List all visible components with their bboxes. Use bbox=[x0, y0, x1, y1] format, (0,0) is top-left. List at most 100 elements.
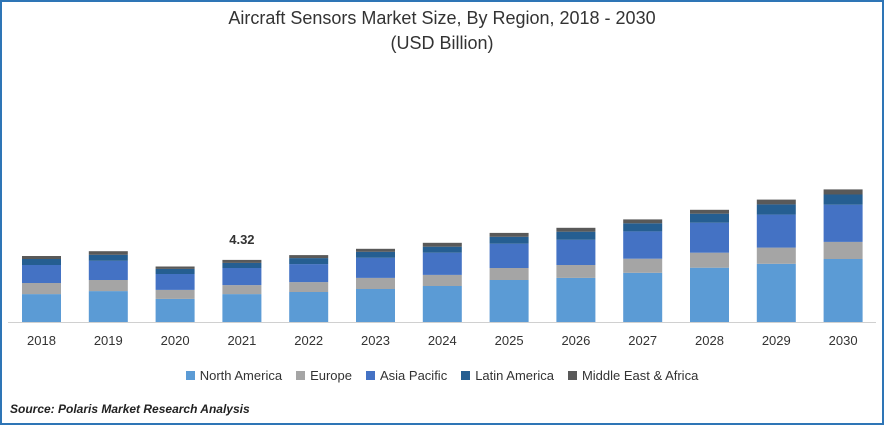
x-tick-label: 2028 bbox=[695, 333, 724, 348]
bar-segment-2029-europe bbox=[756, 247, 796, 264]
legend-item: Latin America bbox=[461, 368, 554, 383]
bar-segment-2029-latin-america bbox=[756, 204, 796, 215]
bar-segment-2021-middle-east-africa bbox=[222, 259, 262, 263]
bar-segment-2024-north-america bbox=[422, 286, 462, 322]
bar-segment-2019-europe bbox=[88, 280, 128, 292]
bar-segment-2024-middle-east-africa bbox=[422, 242, 462, 247]
bar-segment-2021-latin-america bbox=[222, 262, 262, 268]
bar-segment-2027-asia-pacific bbox=[623, 231, 663, 259]
bar-segment-2030-asia-pacific bbox=[823, 204, 863, 242]
bar-segment-2023-north-america bbox=[356, 289, 395, 322]
bar-segment-2027-latin-america bbox=[623, 223, 663, 232]
legend-item: Middle East & Africa bbox=[567, 368, 699, 383]
legend-swatch bbox=[296, 371, 306, 380]
legend-label: Latin America bbox=[475, 368, 554, 383]
bar-segment-2022-europe bbox=[289, 282, 329, 292]
bar-segment-2018-latin-america bbox=[22, 259, 61, 265]
bar-segment-2026-middle-east-africa bbox=[556, 227, 596, 232]
bar-segment-2018-north-america bbox=[22, 294, 61, 322]
legend: North America Europe Asia Pacific Latin Ame… bbox=[0, 368, 884, 383]
bar-segment-2029-asia-pacific bbox=[756, 214, 796, 248]
bar-segment-2020-north-america bbox=[155, 298, 195, 322]
bar-segment-2028-asia-pacific bbox=[690, 222, 729, 253]
x-tick-label: 2023 bbox=[361, 333, 390, 348]
bar-segment-2020-europe bbox=[155, 289, 195, 299]
legend-label: Middle East & Africa bbox=[581, 368, 699, 383]
data-label: 4.32 bbox=[229, 232, 254, 247]
bar-segment-2023-middle-east-africa bbox=[356, 248, 395, 252]
legend-swatch bbox=[567, 371, 577, 380]
legend-item: Europe bbox=[296, 368, 352, 383]
bar-segment-2022-north-america bbox=[289, 292, 329, 322]
x-tick-label: 2029 bbox=[762, 333, 791, 348]
bar-segment-2019-latin-america bbox=[88, 254, 128, 261]
legend-swatch bbox=[366, 371, 375, 380]
bar-segment-2023-latin-america bbox=[356, 251, 395, 258]
bar-segment-2027-middle-east-africa bbox=[623, 219, 663, 224]
bar-segment-2020-middle-east-africa bbox=[155, 266, 195, 269]
bar-segment-2019-north-america bbox=[88, 291, 128, 322]
bar-segment-2030-north-america bbox=[823, 259, 863, 322]
bar-segment-2028-latin-america bbox=[690, 213, 729, 223]
legend-item: Asia Pacific bbox=[366, 368, 447, 383]
bar-segment-2025-latin-america bbox=[489, 236, 529, 244]
chart-subtitle: (USD Billion) bbox=[390, 33, 494, 53]
bar-segment-2026-europe bbox=[556, 265, 596, 278]
x-tick-label: 2026 bbox=[561, 333, 590, 348]
bar-segment-2022-asia-pacific bbox=[289, 264, 329, 283]
bar-segment-2024-europe bbox=[422, 274, 462, 286]
bar-segment-2021-europe bbox=[222, 285, 262, 295]
bar-segment-2028-middle-east-africa bbox=[690, 209, 729, 214]
bar-segment-2025-europe bbox=[489, 268, 529, 280]
bar-segment-2020-latin-america bbox=[155, 268, 195, 274]
legend-label: Europe bbox=[310, 368, 352, 383]
x-tick-label: 2030 bbox=[829, 333, 858, 348]
legend-swatch bbox=[185, 371, 195, 380]
bar-segment-2024-asia-pacific bbox=[422, 252, 462, 275]
bar-segment-2027-north-america bbox=[623, 272, 663, 322]
chart-title: Aircraft Sensors Market Size, By Region,… bbox=[228, 8, 656, 28]
bar-segment-2022-latin-america bbox=[289, 258, 329, 265]
x-tick-label: 2025 bbox=[495, 333, 524, 348]
legend-label: Asia Pacific bbox=[380, 368, 448, 383]
bar-segment-2029-middle-east-africa bbox=[756, 199, 796, 205]
bar-segment-2028-north-america bbox=[690, 267, 729, 322]
bar-segment-2029-north-america bbox=[756, 263, 796, 322]
x-tick-label: 2024 bbox=[428, 333, 457, 348]
bar-segment-2025-middle-east-africa bbox=[489, 232, 529, 237]
bar-segment-2025-asia-pacific bbox=[489, 243, 529, 268]
legend-item: North America bbox=[185, 368, 283, 383]
bar-segment-2018-asia-pacific bbox=[22, 265, 61, 283]
x-tick-label: 2021 bbox=[227, 333, 256, 348]
bar-segment-2028-europe bbox=[690, 252, 729, 268]
bar-segment-2030-latin-america bbox=[823, 194, 863, 205]
bar-segment-2026-north-america bbox=[556, 277, 596, 322]
legend-label: North America bbox=[199, 368, 283, 383]
bar-segment-2023-europe bbox=[356, 277, 395, 289]
bar-segment-2019-middle-east-africa bbox=[88, 251, 128, 255]
x-tick-label: 2022 bbox=[294, 333, 323, 348]
bar-segment-2020-asia-pacific bbox=[155, 274, 195, 290]
bar-segment-2023-asia-pacific bbox=[356, 257, 395, 278]
bar-segment-2030-europe bbox=[823, 241, 863, 259]
bar-segment-2026-asia-pacific bbox=[556, 239, 596, 265]
bar-segment-2027-europe bbox=[623, 258, 663, 273]
bar-segment-2021-asia-pacific bbox=[222, 268, 262, 286]
bar-segment-2025-north-america bbox=[489, 280, 529, 322]
x-tick-label: 2019 bbox=[94, 333, 123, 348]
bar-segment-2019-asia-pacific bbox=[88, 260, 128, 280]
bar-segment-2030-middle-east-africa bbox=[823, 189, 863, 195]
bar-segment-2018-middle-east-africa bbox=[22, 256, 61, 259]
bar-segment-2024-latin-america bbox=[422, 246, 462, 253]
x-tick-label: 2027 bbox=[628, 333, 657, 348]
bar-segment-2022-middle-east-africa bbox=[289, 255, 329, 259]
x-tick-label: 2020 bbox=[161, 333, 190, 348]
bar-segment-2026-latin-america bbox=[556, 231, 596, 240]
bar-segment-2018-europe bbox=[22, 283, 61, 295]
bar-segment-2021-north-america bbox=[222, 294, 262, 322]
x-tick-label: 2018 bbox=[27, 333, 56, 348]
source-note: Source: Polaris Market Research Analysis bbox=[10, 402, 250, 416]
legend-swatch bbox=[461, 371, 471, 380]
